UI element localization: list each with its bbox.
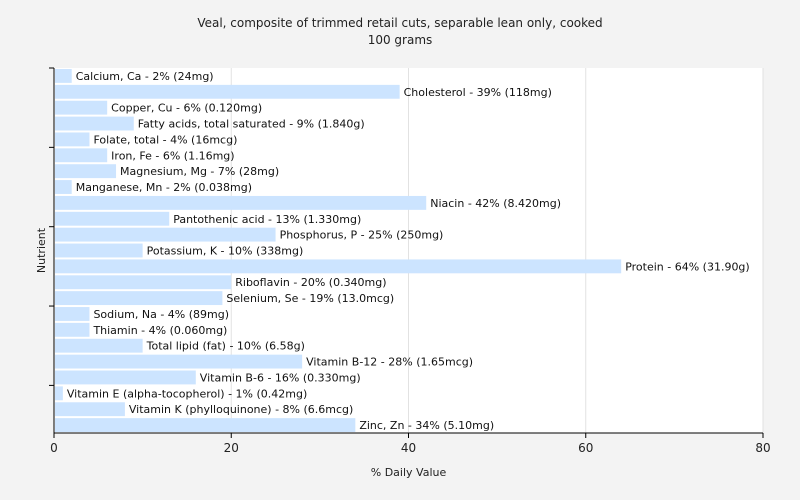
bar-label: Phosphorus, P - 25% (250mg): [280, 229, 444, 242]
x-tick-label: 40: [401, 441, 416, 455]
bar-label: Selenium, Se - 19% (13.0mcg): [226, 292, 394, 305]
bar-label: Vitamin B-6 - 16% (0.330mg): [200, 371, 361, 384]
bar: [55, 211, 170, 226]
bar-label: Riboflavin - 20% (0.340mg): [235, 276, 386, 289]
bar-label: Potassium, K - 10% (338mg): [147, 245, 304, 258]
grid-lines: [230, 68, 764, 433]
bar-label: Folate, total - 4% (16mcg): [93, 133, 237, 146]
bar-label: Sodium, Na - 4% (89mg): [93, 308, 229, 321]
bar-label: Magnesium, Mg - 7% (28mg): [120, 165, 279, 178]
bar: [55, 180, 72, 194]
bar-label: Vitamin K (phylloquinone) - 8% (6.6mcg): [129, 403, 353, 416]
bar: [55, 259, 622, 274]
bar: [55, 275, 232, 290]
bar: [55, 164, 117, 179]
x-axis-label: % Daily Value: [371, 466, 447, 479]
bar: [55, 69, 72, 83]
bar-label: Vitamin E (alpha-tocopherol) - 1% (0.42m…: [67, 387, 307, 400]
chart-title: Veal, composite of trimmed retail cuts, …: [197, 16, 602, 30]
bar-label: Calcium, Ca - 2% (24mg): [76, 70, 214, 83]
bar: [55, 338, 143, 353]
x-tick-label: 80: [755, 441, 770, 455]
bar-label: Pantothenic acid - 13% (1.330mg): [173, 213, 361, 226]
bar-label: Copper, Cu - 6% (0.120mg): [111, 102, 262, 115]
bar-label: Iron, Fe - 6% (1.16mg): [111, 149, 234, 162]
bar-label: Vitamin B-12 - 28% (1.65mcg): [306, 356, 473, 369]
bar: [55, 370, 196, 385]
bar: [55, 148, 108, 163]
bar-label: Fatty acids, total saturated - 9% (1.840…: [138, 118, 365, 131]
bar-label: Cholesterol - 39% (118mg): [404, 86, 552, 99]
bar: [55, 195, 427, 210]
bar: [55, 84, 400, 99]
bar: [55, 227, 276, 242]
bar-label: Thiamin - 4% (0.060mg): [92, 324, 227, 337]
y-axis-label: Nutrient: [35, 227, 48, 273]
bar: [55, 354, 303, 369]
bar: [55, 100, 108, 115]
bars-group: Calcium, Ca - 2% (24mg) Cholesterol - 39%…: [55, 69, 750, 432]
bar: [55, 243, 143, 258]
bar-label: Protein - 64% (31.90g): [625, 260, 750, 273]
x-tick-label: 0: [50, 441, 58, 455]
bar: [55, 386, 63, 401]
bar-label: Total lipid (fat) - 10% (6.58g): [146, 340, 305, 353]
chart-subtitle: 100 grams: [368, 33, 433, 47]
x-tick-label: 20: [224, 441, 239, 455]
bar: [55, 402, 125, 417]
bar-label: Niacin - 42% (8.420mg): [430, 197, 561, 210]
x-tick-labels: 0 20 40 60 80: [50, 433, 771, 455]
bar-label: Manganese, Mn - 2% (0.038mg): [76, 181, 252, 194]
bar: [55, 418, 356, 432]
bar: [55, 132, 90, 147]
bar: [55, 307, 90, 321]
x-tick-label: 60: [578, 441, 593, 455]
bar: [55, 322, 90, 337]
bar: [55, 116, 134, 131]
bar: [55, 291, 223, 306]
bar-label: Zinc, Zn - 34% (5.10mg): [359, 419, 494, 432]
